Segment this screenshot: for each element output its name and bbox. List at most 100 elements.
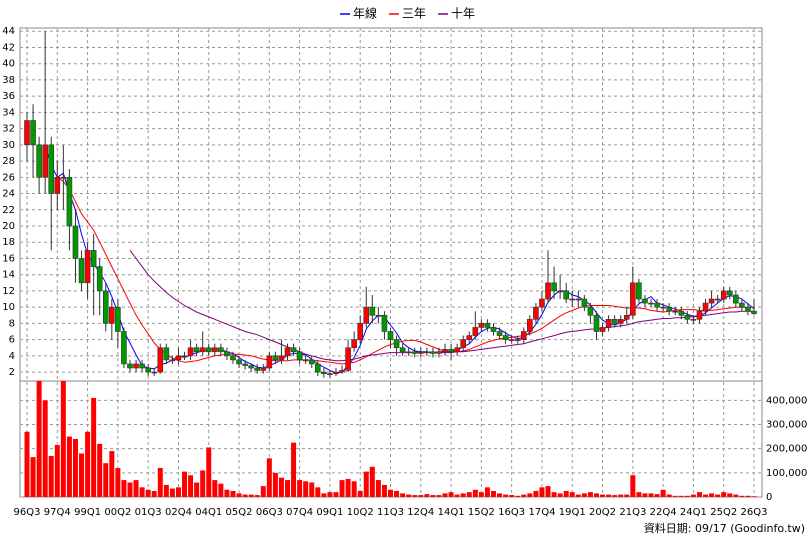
volume-bar xyxy=(327,492,333,497)
volume-bar xyxy=(539,487,545,497)
volume-bar xyxy=(109,451,115,497)
ma-line xyxy=(57,176,754,365)
x-tick-label: 10Q2 xyxy=(347,507,374,518)
candle-body xyxy=(145,367,151,373)
volume-bar xyxy=(454,494,460,497)
candle-body xyxy=(660,306,666,309)
y-tick-label: 38 xyxy=(2,75,15,86)
volume-tick-label: 400,000 xyxy=(766,395,807,406)
x-tick-label: 22Q4 xyxy=(650,507,677,518)
volume-bar xyxy=(66,436,72,497)
candle-body xyxy=(672,310,679,313)
volume-bar xyxy=(709,493,715,497)
ma-line xyxy=(44,146,755,374)
candle-body xyxy=(205,347,212,353)
candle-body xyxy=(96,266,103,292)
candle-body xyxy=(442,349,448,353)
legend-label: 三年 xyxy=(402,7,426,21)
x-tick-label: 05Q2 xyxy=(226,507,253,518)
volume-bar xyxy=(345,478,351,497)
candle-body xyxy=(393,339,400,349)
candle-body xyxy=(333,371,339,374)
volume-bar xyxy=(466,492,472,497)
candle-body xyxy=(30,120,36,146)
volume-bar xyxy=(285,480,291,497)
candle-body xyxy=(424,351,430,354)
volume-bar xyxy=(394,490,400,497)
volume-bar xyxy=(200,470,206,497)
volume-bar xyxy=(660,489,666,497)
volume-bar xyxy=(248,494,254,497)
candle-body xyxy=(375,314,382,317)
volume-bar xyxy=(436,495,442,497)
volume-bar xyxy=(509,495,515,497)
candle-body xyxy=(181,355,188,358)
volume-bar xyxy=(97,443,103,497)
volume-bar xyxy=(103,463,109,497)
volume-tick-label: 200,000 xyxy=(766,444,807,455)
volume-bar xyxy=(521,494,527,497)
volume-bar xyxy=(703,494,709,497)
y-tick-label: 16 xyxy=(2,253,15,264)
candle-body xyxy=(42,144,48,178)
y-tick-label: 30 xyxy=(2,140,15,151)
candle-body xyxy=(636,282,642,300)
x-tick-label: 96Q3 xyxy=(14,507,41,518)
volume-bar xyxy=(224,489,230,497)
candle-body xyxy=(72,225,79,259)
x-tick-label: 11Q3 xyxy=(377,507,404,518)
candle-body xyxy=(381,314,388,332)
candle-body xyxy=(684,314,691,320)
volume-bar xyxy=(363,471,369,497)
candle-body xyxy=(54,177,61,194)
candle-body xyxy=(417,351,424,354)
volume-bar xyxy=(600,494,606,497)
volume-bar xyxy=(194,482,200,497)
candle-body xyxy=(448,349,454,353)
y-tick-label: 26 xyxy=(2,172,15,183)
source-note: 資料日期: 09/17 (Goodinfo.tw) xyxy=(644,521,805,535)
candle-body xyxy=(278,355,285,361)
volume-bar xyxy=(581,493,587,497)
volume-bar xyxy=(321,493,327,497)
volume-bar xyxy=(406,494,412,497)
candle-body xyxy=(327,373,333,375)
volume-bar xyxy=(309,482,315,497)
candle-body xyxy=(654,302,660,308)
volume-bar xyxy=(260,486,266,497)
candle-body xyxy=(484,323,491,328)
volume-bar xyxy=(357,490,363,497)
candle-body xyxy=(254,367,261,371)
candle-body xyxy=(121,331,127,365)
candle-body xyxy=(733,294,739,304)
volume-bar xyxy=(133,480,139,497)
volume-bar xyxy=(739,495,745,497)
volume-bar xyxy=(727,493,733,497)
volume-bar xyxy=(339,480,345,497)
candle-body xyxy=(617,319,624,324)
volume-bar xyxy=(448,492,454,497)
legend-label: 年線 xyxy=(353,6,377,21)
candle-body xyxy=(78,258,85,284)
volume-bar xyxy=(587,492,593,497)
volume-bar xyxy=(272,472,278,497)
candle-body xyxy=(339,370,345,373)
volume-bar xyxy=(230,490,236,497)
volume-bar xyxy=(418,495,424,497)
volume-bar xyxy=(388,489,393,497)
candle-body xyxy=(399,347,406,353)
candle-body xyxy=(175,355,182,361)
candle-body xyxy=(387,331,394,340)
candle-body xyxy=(642,298,648,304)
candle-body xyxy=(321,371,327,374)
candle-body xyxy=(527,319,533,332)
candle-body xyxy=(648,302,654,305)
candle-body xyxy=(66,177,73,227)
candle-body xyxy=(212,347,218,353)
candle-body xyxy=(36,144,42,178)
volume-bar xyxy=(745,495,751,497)
volume-bar xyxy=(291,442,297,497)
candle-body xyxy=(520,331,527,340)
volume-bar xyxy=(460,493,466,497)
volume-bar xyxy=(182,471,188,497)
